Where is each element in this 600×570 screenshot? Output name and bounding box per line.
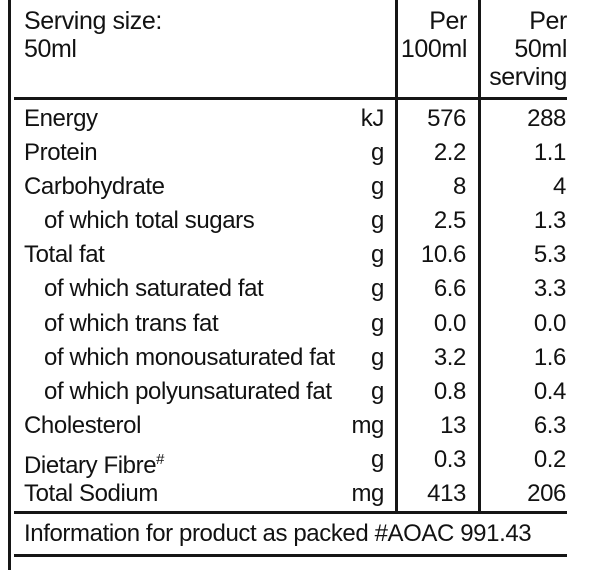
table-row: Protein g 2.2 1.1 bbox=[0, 136, 600, 170]
per-100ml-value: 8 bbox=[453, 173, 466, 201]
per-100ml-value: 2.2 bbox=[433, 139, 467, 167]
nutrient-unit: g bbox=[371, 275, 384, 303]
nutrient-unit: g bbox=[371, 343, 384, 371]
nutrient-label: of which trans fat bbox=[44, 309, 219, 337]
per-100ml-value: 413 bbox=[427, 480, 466, 508]
table-row: of which monousaturated fat g 3.2 1.6 bbox=[0, 341, 600, 375]
table-row: Carbohydrate g 8 4 bbox=[0, 170, 600, 204]
per-100ml-value: 13 bbox=[440, 411, 466, 439]
nutrient-unit: g bbox=[371, 309, 384, 337]
nutrient-label: of which monousaturated fat bbox=[44, 343, 335, 371]
nutrient-label: Carbohydrate bbox=[24, 173, 165, 201]
nutrient-label: Dietary Fibre# bbox=[24, 451, 165, 479]
per-100ml-value: 0.3 bbox=[433, 445, 467, 473]
table-row: of which total sugars g 2.5 1.3 bbox=[0, 204, 600, 238]
per-50ml-value: 1.1 bbox=[533, 139, 567, 167]
table-row: Energy kJ 576 288 bbox=[0, 102, 600, 136]
nutrient-label: Total fat bbox=[24, 241, 105, 269]
column-divider-per50 bbox=[478, 0, 481, 513]
nutrient-label: Protein bbox=[24, 139, 98, 167]
nutrient-unit: g bbox=[371, 445, 384, 473]
nutrient-unit: g bbox=[371, 207, 384, 235]
nutrient-unit: g bbox=[371, 241, 384, 269]
nutrient-label: Total Sodium bbox=[24, 480, 158, 508]
per-100ml-value: 2.5 bbox=[433, 207, 467, 235]
header-separator-rule bbox=[14, 97, 567, 100]
nutrient-label: Cholesterol bbox=[24, 411, 141, 439]
table-row: Dietary Fibre# g 0.3 0.2 bbox=[0, 443, 600, 479]
column-header-per-100ml: Per 100ml bbox=[401, 7, 467, 63]
table-row: Total fat g 10.6 5.3 bbox=[0, 238, 600, 272]
nutrient-label: of which polyunsaturated fat bbox=[44, 377, 332, 405]
table-row: of which saturated fat g 6.6 3.3 bbox=[0, 272, 600, 306]
per-50ml-value: 288 bbox=[527, 105, 566, 132]
per-100ml-value: 0.0 bbox=[433, 309, 467, 337]
nutrient-label: of which saturated fat bbox=[44, 275, 264, 303]
per-50ml-header-line3: serving bbox=[489, 63, 567, 91]
serving-size-value: 50ml bbox=[24, 35, 77, 63]
footer-top-rule bbox=[14, 511, 567, 514]
per-50ml-header-line2: 50ml bbox=[514, 35, 567, 63]
nutrient-rows: Energy kJ 576 288 Protein g 2.2 1.1 Carb… bbox=[0, 102, 600, 511]
per-50ml-value: 0.2 bbox=[533, 445, 567, 473]
per-100ml-value: 6.6 bbox=[433, 275, 467, 303]
nutrient-unit: g bbox=[371, 139, 384, 167]
nutrient-label: of which total sugars bbox=[44, 207, 255, 235]
table-row: Cholesterol mg 13 6.3 bbox=[0, 409, 600, 443]
nutrient-unit: mg bbox=[351, 480, 384, 508]
nutrient-label: Energy bbox=[24, 105, 98, 132]
per-50ml-header-line1: Per bbox=[529, 7, 567, 35]
per-100ml-value: 576 bbox=[427, 105, 466, 132]
column-divider-per100 bbox=[395, 0, 398, 513]
serving-size-label: Serving size: bbox=[24, 7, 162, 35]
per-50ml-value: 6.3 bbox=[533, 411, 567, 439]
per-50ml-value: 4 bbox=[553, 173, 566, 201]
nutrient-unit: mg bbox=[351, 411, 384, 439]
per-50ml-value: 1.6 bbox=[533, 343, 567, 371]
serving-size-header: Serving size: 50ml bbox=[24, 7, 162, 63]
per-100ml-value: 10.6 bbox=[420, 241, 467, 269]
nutrient-unit: g bbox=[371, 173, 384, 201]
table-border-left bbox=[8, 0, 11, 570]
per-50ml-value: 0.0 bbox=[533, 309, 567, 337]
per-50ml-value: 206 bbox=[527, 480, 566, 508]
table-row: of which polyunsaturated fat g 0.8 0.4 bbox=[0, 375, 600, 409]
per-50ml-value: 1.3 bbox=[533, 207, 567, 235]
table-row: Total Sodium mg 413 206 bbox=[0, 477, 600, 511]
per-100ml-header-line2: 100ml bbox=[400, 35, 467, 63]
per-100ml-value: 3.2 bbox=[433, 343, 467, 371]
footer-note: Information for product as packed #AOAC … bbox=[24, 520, 532, 547]
per-100ml-value: 0.8 bbox=[433, 377, 467, 405]
table-row: of which trans fat g 0.0 0.0 bbox=[0, 307, 600, 341]
nutrient-unit: kJ bbox=[360, 105, 385, 132]
nutrient-unit: g bbox=[371, 377, 384, 405]
column-header-per-50ml-serving: Per 50ml serving bbox=[489, 7, 567, 91]
per-50ml-value: 3.3 bbox=[533, 275, 567, 303]
footer-bottom-rule bbox=[14, 554, 567, 557]
per-50ml-value: 0.4 bbox=[533, 377, 567, 405]
per-50ml-value: 5.3 bbox=[533, 241, 567, 269]
per-100ml-header-line1: Per bbox=[429, 7, 467, 35]
